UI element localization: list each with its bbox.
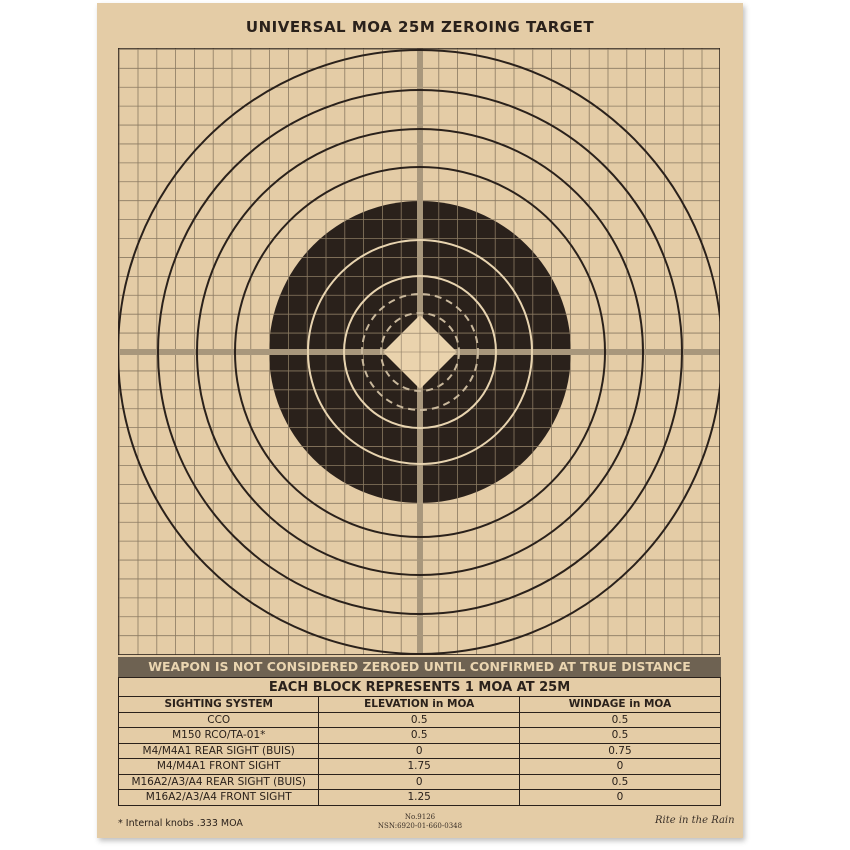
cell: 0 bbox=[518, 758, 722, 775]
cell: M16A2/A3/A4 REAR SIGHT (BUIS) bbox=[117, 773, 320, 790]
cell: 0 bbox=[318, 742, 520, 759]
table-caption: EACH BLOCK REPRESENTS 1 MOA AT 25M bbox=[118, 677, 721, 697]
cell: 1.25 bbox=[318, 789, 520, 806]
brand-logo: Rite in the Rain bbox=[655, 815, 735, 826]
scoring-ring bbox=[118, 49, 720, 655]
table-row: M4/M4A1 REAR SIGHT (BUIS) 0 0.75 bbox=[117, 742, 722, 759]
cell: 0.5 bbox=[518, 727, 722, 744]
table-row: M150 RCO/TA-01* 0.5 0.5 bbox=[117, 727, 722, 744]
scoring-ring bbox=[196, 128, 644, 576]
nsn-number: NSN:6920-01-660-0348 bbox=[377, 822, 463, 830]
column-header: WINDAGE in MOA bbox=[518, 696, 722, 713]
cell: M4/M4A1 REAR SIGHT (BUIS) bbox=[117, 742, 320, 759]
cell: 0.75 bbox=[518, 742, 722, 759]
scoring-ring bbox=[157, 89, 683, 615]
cell: 0.5 bbox=[318, 711, 520, 728]
table-row: M16A2/A3/A4 FRONT SIGHT 1.25 0 bbox=[117, 789, 722, 806]
table-row: CCO 0.5 0.5 bbox=[117, 711, 722, 728]
cell: CCO bbox=[117, 711, 320, 728]
dashed-ring bbox=[380, 312, 460, 392]
cell: M150 RCO/TA-01* bbox=[117, 727, 320, 744]
dashed-ring bbox=[361, 293, 479, 411]
product-number: No.9126 NSN:6920-01-660-0348 bbox=[350, 813, 490, 831]
column-header: SIGHTING SYSTEM bbox=[117, 696, 320, 713]
inner-ring bbox=[343, 275, 497, 429]
sight-adjustment-table: EACH BLOCK REPRESENTS 1 MOA AT 25M SIGHT… bbox=[117, 677, 722, 806]
cell: 0.5 bbox=[518, 773, 722, 790]
table-row: M16A2/A3/A4 REAR SIGHT (BUIS) 0 0.5 bbox=[117, 773, 722, 790]
cell: 0 bbox=[518, 789, 722, 806]
zero-warning-banner: WEAPON IS NOT CONSIDERED ZEROED UNTIL CO… bbox=[118, 657, 721, 677]
cell: 0 bbox=[318, 773, 520, 790]
moa-grid bbox=[118, 48, 720, 655]
footnote: * Internal knobs .333 MOA bbox=[118, 818, 243, 829]
cell: 1.75 bbox=[318, 758, 520, 775]
table-row: M4/M4A1 FRONT SIGHT 1.75 0 bbox=[117, 758, 722, 775]
inner-ring bbox=[307, 239, 533, 465]
cell: M16A2/A3/A4 FRONT SIGHT bbox=[117, 789, 320, 806]
item-number: No.9126 bbox=[404, 813, 436, 821]
target-title: UNIVERSAL MOA 25M ZEROING TARGET bbox=[245, 18, 595, 36]
cell: 0.5 bbox=[318, 727, 520, 744]
cell: M4/M4A1 FRONT SIGHT bbox=[117, 758, 320, 775]
scoring-ring bbox=[234, 166, 606, 538]
column-header: ELEVATION in MOA bbox=[318, 696, 520, 713]
cell: 0.5 bbox=[518, 711, 722, 728]
